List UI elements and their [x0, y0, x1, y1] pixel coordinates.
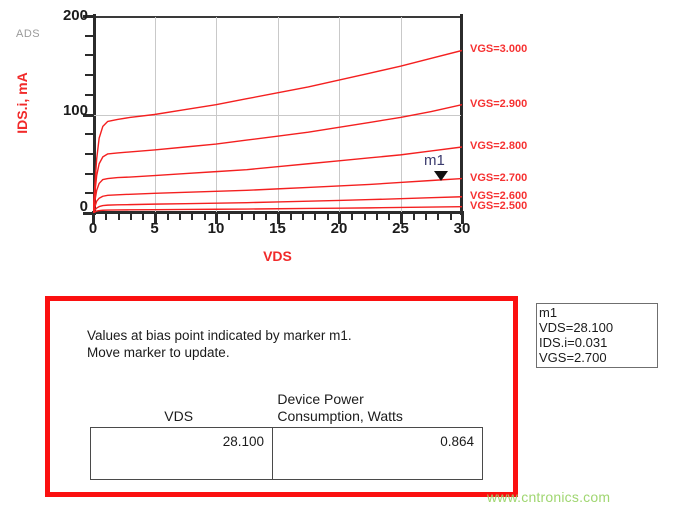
annotation-text-line1: Values at bias point indicated by marker…: [87, 328, 352, 343]
marker-readout-ids: IDS.i=0.031: [539, 335, 608, 350]
y-tick-major: [83, 15, 94, 18]
vgs-label-vgs-3-000: VGS=3.000: [470, 43, 528, 56]
x-tick-minor: [363, 213, 366, 220]
x-tick-minor: [142, 213, 145, 220]
x-tick-label-30: 30: [453, 220, 471, 237]
x-tick-label-25: 25: [392, 220, 409, 237]
marker-readout-box[interactable]: m1 VDS=28.100 IDS.i=0.031 VGS=2.700: [536, 303, 658, 368]
y-tick-minor: [85, 172, 94, 175]
x-tick-major: [276, 213, 280, 224]
x-tick-label-10: 10: [207, 220, 225, 237]
right-axis-line: [460, 14, 463, 215]
table-header-vds: VDS: [164, 408, 194, 424]
vgs-label-vgs-2-800: VGS=2.800: [470, 140, 528, 152]
y-tick-major: [83, 212, 94, 215]
marker-readout-name: m1: [539, 305, 558, 320]
y-tick-minor: [85, 192, 94, 195]
y-tick-label-100: 100: [62, 102, 88, 119]
y-tick-minor: [85, 152, 94, 155]
x-tick-minor: [326, 213, 329, 220]
y-tick-minor: [85, 34, 94, 37]
iv-curve-vgs-2-500: [93, 206, 462, 213]
x-tick-major: [153, 213, 157, 224]
table-cell-vds: 28.100: [91, 428, 273, 479]
x-tick-minor: [240, 213, 243, 220]
table-cell-power: 0.864: [440, 434, 474, 449]
x-tick-minor: [314, 213, 317, 220]
marker-m1-label[interactable]: m1: [424, 152, 445, 169]
x-tick-minor: [228, 213, 231, 220]
x-tick-minor: [412, 213, 415, 220]
x-tick-minor: [425, 213, 428, 220]
annotation-text: Values at bias point indicated by marker…: [87, 327, 352, 361]
gridline-horizontal: [94, 114, 461, 116]
table-header-power-line1: Device Power: [277, 391, 364, 407]
site-watermark: www.cntronics.com: [487, 489, 611, 505]
x-tick-label-20: 20: [330, 220, 348, 237]
vgs-label-vgs-2-700: VGS=2.700: [470, 171, 528, 184]
x-axis-line: [92, 211, 464, 214]
x-tick-label-0: 0: [88, 220, 98, 237]
x-tick-minor: [203, 213, 206, 220]
vgs-label-vgs-2-500: VGS=2.500: [470, 199, 528, 212]
x-tick-minor: [166, 213, 169, 220]
x-tick-minor: [252, 213, 255, 220]
y-axis-label: IDS.i, mA: [14, 72, 30, 134]
x-tick-minor: [437, 213, 440, 220]
table-header-row: VDS Device Power Consumption, Watts: [90, 379, 483, 427]
x-tick-major: [461, 213, 464, 224]
x-tick-major: [338, 213, 341, 224]
x-tick-minor: [191, 213, 194, 220]
bias-point-table: VDS Device Power Consumption, Watts 28.1…: [90, 379, 483, 480]
y-tick-label-200: 200: [62, 7, 88, 24]
x-tick-minor: [388, 213, 391, 220]
x-tick-minor: [351, 213, 354, 220]
x-tick-minor: [265, 213, 268, 220]
iv-curve-vgs-2-800: [93, 146, 462, 213]
table-header-power: Device Power Consumption, Watts: [267, 391, 483, 427]
annotation-text-line2: Move marker to update.: [87, 345, 230, 360]
x-tick-minor: [449, 213, 452, 220]
y-tick-label-0: 0: [79, 198, 88, 215]
x-tick-major: [92, 213, 95, 224]
vgs-label-vgs-2-900: VGS=2.900: [470, 97, 528, 110]
iv-curves: [93, 49, 462, 213]
marker-readout-vds: VDS=28.100: [539, 320, 614, 335]
x-tick-minor: [179, 213, 182, 220]
x-tick-minor: [117, 213, 120, 220]
x-tick-minor: [129, 213, 132, 220]
x-tick-major: [399, 213, 403, 224]
x-tick-major: [215, 213, 218, 224]
marker-m1-arrow-icon[interactable]: [434, 171, 448, 181]
table-row: 28.100 0.864: [90, 427, 483, 480]
iv-curve-vgs-2-900: [93, 103, 462, 213]
x-tick-minor: [302, 213, 305, 220]
vgs-label-vgs-2-600: VGS=2.600: [470, 189, 528, 202]
y-tick-minor: [85, 93, 94, 96]
x-tick-minor: [289, 213, 292, 220]
x-tick-label-5: 5: [150, 220, 159, 237]
y-tick-minor: [85, 133, 94, 136]
ads-logo-watermark: ADS: [16, 28, 41, 40]
iv-curve-vgs-2-700: [93, 177, 462, 213]
table-header-power-line2: Consumption, Watts: [277, 408, 403, 424]
x-tick-minor: [105, 213, 108, 220]
iv-curve-vgs-3-000: [93, 49, 462, 213]
marker-readout-vgs: VGS=2.700: [539, 350, 607, 365]
y-tick-major: [83, 113, 94, 117]
x-axis-label: VDS: [263, 248, 292, 264]
bias-point-annotation-box: Values at bias point indicated by marker…: [45, 296, 518, 497]
iv-curve-vgs-2-600: [93, 196, 462, 213]
iv-curve-plot-panel: ADS 200 100 0 IDS.i, mA VDS 0 5 10 15 20 25 30…: [14, 7, 528, 264]
x-tick-label-15: 15: [269, 220, 286, 237]
y-tick-minor: [85, 74, 94, 77]
y-tick-minor: [85, 54, 94, 57]
x-tick-minor: [375, 213, 378, 220]
